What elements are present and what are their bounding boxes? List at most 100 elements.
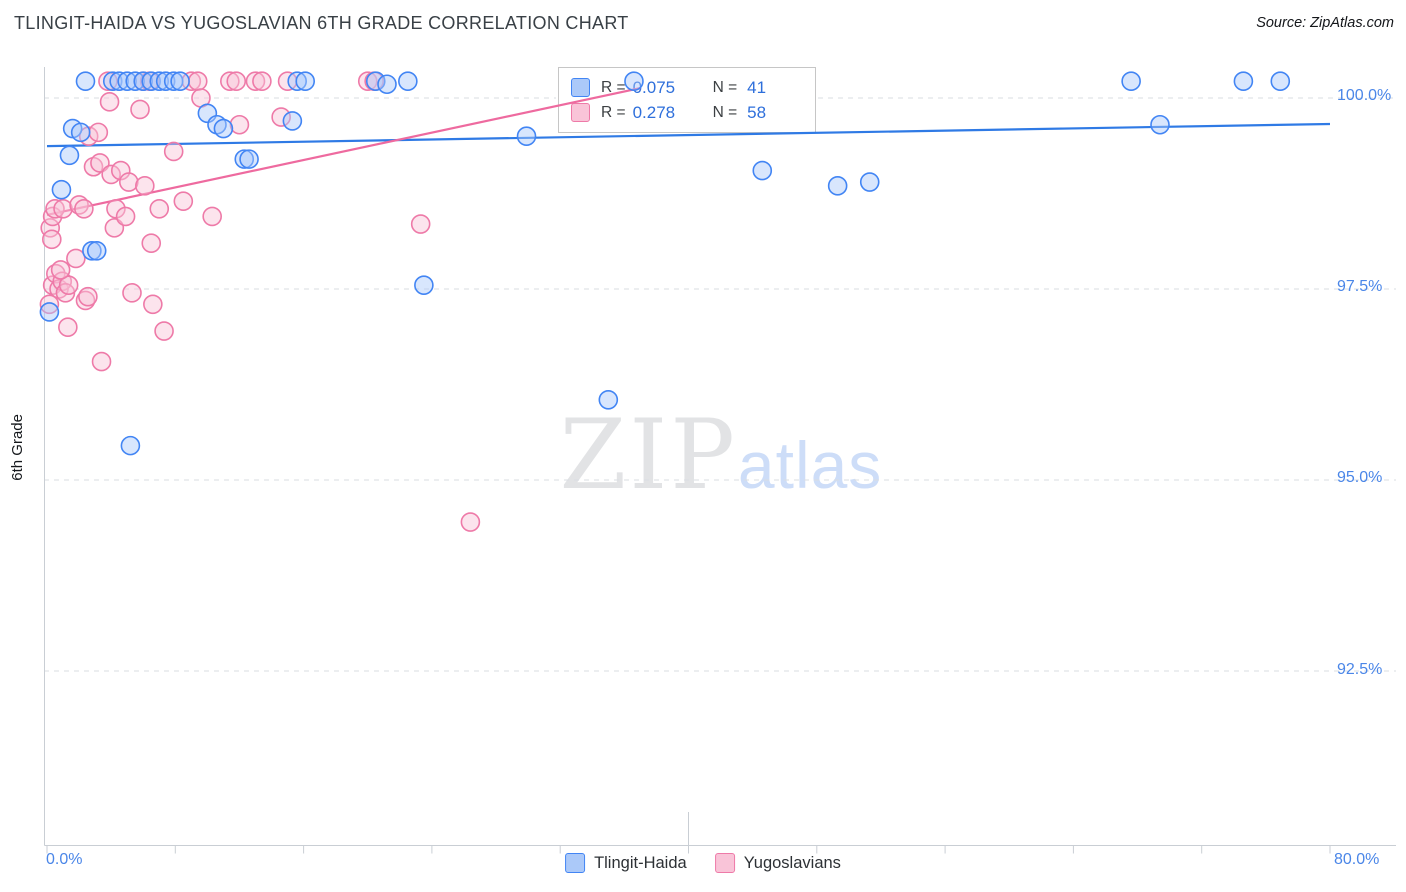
scatter-point-tlingit-haida[interactable] — [1150, 114, 1170, 135]
scatter-point-yugoslavians[interactable] — [130, 99, 150, 120]
bottom-legend: Tlingit-Haida Yugoslavians — [565, 853, 841, 873]
yugoslavians-legend-swatch-icon — [714, 853, 735, 873]
tlingit-haida-swatch-icon — [571, 78, 590, 97]
scatter-point-tlingit-haida[interactable] — [287, 71, 307, 91]
scatter-point-tlingit-haida[interactable] — [859, 172, 880, 192]
source-label: Source: ZipAtlas.com — [1256, 15, 1394, 31]
scatter-point-yugoslavians[interactable] — [357, 71, 378, 91]
scatter-point-yugoslavians[interactable] — [154, 321, 174, 341]
scatter-point-tlingit-haida[interactable] — [239, 149, 259, 169]
scatter-point-yugoslavians[interactable] — [143, 294, 163, 315]
scatter-point-tlingit-haida[interactable] — [624, 71, 644, 91]
scatter-point-tlingit-haida[interactable] — [75, 71, 96, 91]
stats-row-yugoslavians: R = 0.278 N = 58 — [571, 103, 803, 123]
n-value: 58 — [747, 102, 767, 122]
scatter-point-tlingit-haida[interactable] — [120, 435, 141, 456]
trendline-yugoslavians — [46, 86, 641, 216]
scatter-point-tlingit-haida[interactable] — [82, 241, 102, 261]
y-tick-label-92-5: 92.5% — [1337, 661, 1383, 678]
scatter-point-yugoslavians[interactable] — [45, 198, 65, 219]
scatter-point-tlingit-haida[interactable] — [752, 160, 773, 181]
scatter-point-tlingit-haida[interactable] — [282, 111, 303, 131]
scatter-point-yugoslavians[interactable] — [149, 198, 170, 219]
scatter-point-tlingit-haida[interactable] — [295, 71, 316, 91]
n-label: N = — [712, 103, 738, 121]
scatter-point-yugoslavians[interactable] — [98, 71, 118, 91]
y-tick-label-97-5: 97.5% — [1337, 278, 1383, 295]
scatter-point-yugoslavians[interactable] — [220, 71, 240, 91]
scatter-point-yugoslavians[interactable] — [141, 233, 162, 253]
scatter-point-yugoslavians[interactable] — [410, 214, 431, 234]
scatter-point-yugoslavians[interactable] — [53, 198, 73, 219]
scatter-point-tlingit-haida[interactable] — [59, 145, 80, 166]
y-tick-label-100: 100.0% — [1337, 87, 1392, 104]
scatter-point-yugoslavians[interactable] — [118, 172, 139, 192]
scatter-point-yugoslavians[interactable] — [460, 512, 481, 532]
scatter-point-yugoslavians[interactable] — [58, 317, 78, 338]
scatter-point-yugoslavians[interactable] — [42, 206, 63, 227]
watermark-atlas: atlas — [737, 428, 883, 502]
scatter-point-tlingit-haida[interactable] — [149, 71, 170, 91]
stats-legend: R = 0.075 N = 41 R = 0.278 N = 58 — [558, 67, 816, 133]
scatter-point-yugoslavians[interactable] — [135, 176, 155, 196]
scatter-point-tlingit-haida[interactable] — [51, 179, 72, 200]
x-tick-label-min: 0.0% — [46, 851, 83, 868]
scatter-point-yugoslavians[interactable] — [50, 260, 71, 280]
scatter-point-tlingit-haida[interactable] — [109, 71, 129, 91]
scatter-point-yugoslavians[interactable] — [66, 248, 86, 269]
scatter-point-tlingit-haida[interactable] — [170, 71, 190, 91]
scatter-point-yugoslavians[interactable] — [173, 191, 194, 211]
legend-label: Yugoslavians — [743, 853, 841, 872]
scatter-point-yugoslavians[interactable] — [91, 351, 112, 372]
scatter-point-yugoslavians[interactable] — [42, 229, 62, 250]
trendline-tlingit-haida — [46, 122, 1331, 148]
scatter-point-yugoslavians[interactable] — [226, 71, 247, 91]
scatter-point-tlingit-haida[interactable] — [117, 71, 137, 91]
scatter-point-yugoslavians[interactable] — [163, 141, 184, 162]
scatter-point-tlingit-haida[interactable] — [377, 74, 397, 95]
scatter-point-yugoslavians[interactable] — [271, 107, 291, 127]
scatter-point-tlingit-haida[interactable] — [125, 71, 146, 91]
scatter-point-tlingit-haida[interactable] — [1121, 71, 1141, 91]
scatter-point-yugoslavians[interactable] — [245, 71, 266, 91]
scatter-point-tlingit-haida[interactable] — [133, 71, 154, 91]
scatter-point-tlingit-haida[interactable] — [827, 176, 848, 196]
r-value: 0.278 — [632, 102, 676, 122]
x-tick-label-max: 80.0% — [1334, 851, 1380, 868]
scatter-point-yugoslavians[interactable] — [122, 283, 142, 303]
scatter-point-tlingit-haida[interactable] — [598, 389, 619, 410]
tlingit-haida-legend-swatch-icon — [565, 853, 586, 873]
scatter-point-tlingit-haida[interactable] — [141, 71, 162, 91]
scatter-point-yugoslavians[interactable] — [39, 294, 60, 315]
scatter-point-tlingit-haida[interactable] — [213, 118, 234, 139]
scatter-point-yugoslavians[interactable] — [252, 71, 272, 91]
scatter-point-tlingit-haida[interactable] — [86, 241, 107, 261]
scatter-point-yugoslavians[interactable] — [99, 92, 120, 112]
scatter-point-yugoslavians[interactable] — [58, 275, 79, 295]
scatter-point-tlingit-haida[interactable] — [70, 122, 91, 143]
legend-label: Tlingit-Haida — [594, 853, 687, 872]
scatter-point-tlingit-haida[interactable] — [414, 275, 434, 295]
scatter-point-yugoslavians[interactable] — [229, 114, 250, 135]
scatter-point-tlingit-haida[interactable] — [398, 71, 418, 91]
scatter-point-tlingit-haida[interactable] — [365, 71, 386, 91]
legend-item-tlingit-haida: Tlingit-Haida — [565, 853, 687, 873]
scatter-point-tlingit-haida[interactable] — [234, 149, 255, 169]
scatter-point-tlingit-haida[interactable] — [163, 71, 184, 91]
scatter-point-yugoslavians[interactable] — [78, 286, 98, 307]
scatter-point-tlingit-haida[interactable] — [102, 71, 123, 91]
scatter-point-yugoslavians[interactable] — [115, 206, 136, 227]
scatter-point-tlingit-haida[interactable] — [1270, 71, 1291, 91]
scatter-point-tlingit-haida[interactable] — [1233, 71, 1254, 91]
scatter-point-yugoslavians[interactable] — [187, 71, 208, 91]
scatter-point-tlingit-haida[interactable] — [155, 71, 176, 91]
scatter-point-tlingit-haida[interactable] — [39, 302, 60, 322]
n-value: 41 — [747, 77, 767, 97]
scatter-point-yugoslavians[interactable] — [74, 198, 94, 219]
scatter-point-yugoslavians[interactable] — [88, 122, 109, 143]
scatter-point-tlingit-haida[interactable] — [516, 126, 537, 146]
yugoslavians-swatch-icon — [571, 103, 590, 122]
scatter-point-yugoslavians[interactable] — [202, 206, 222, 227]
watermark: ZIPatlas — [560, 399, 883, 511]
